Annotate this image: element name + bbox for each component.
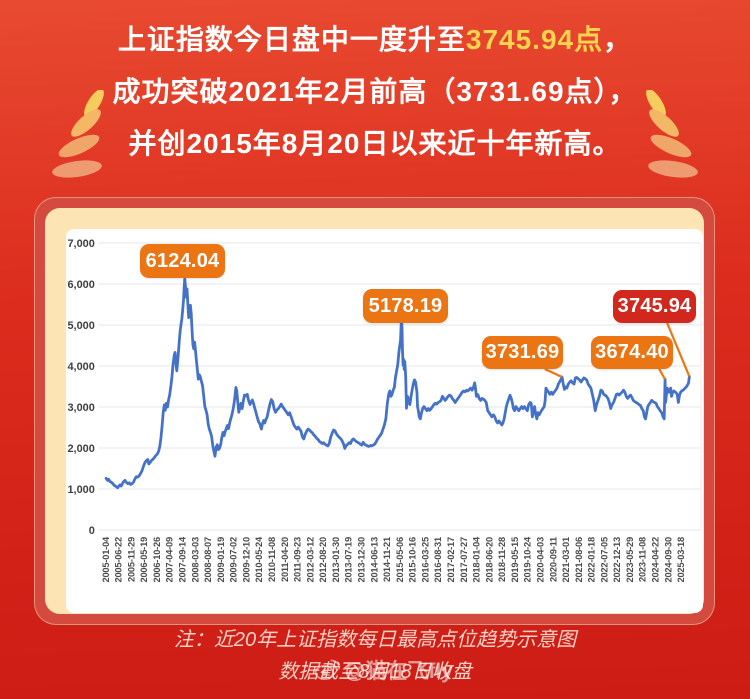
- x-tick-label: 2014-06-13: [369, 537, 379, 583]
- x-tick-label: 2022-07-05: [599, 537, 609, 583]
- x-tick-label: 2007-04-09: [165, 537, 175, 583]
- x-tick-label: 2020-09-11: [548, 537, 558, 582]
- y-tick-label: 4,000: [67, 361, 94, 373]
- x-tick-label: 2019-05-15: [510, 537, 520, 583]
- x-tick-label: 2025-03-18: [676, 537, 686, 583]
- index-trend-chart: 7,000 6,000 5,000 4,000 3,000 2,000 1,000 0 2005…: [66, 229, 703, 613]
- x-tick-label: 2013-07-19: [344, 537, 354, 583]
- headline-highlight-value: 3745.94点: [465, 24, 604, 55]
- x-tick-label: 2022-01-18: [587, 537, 597, 583]
- y-tick-label: 7,000: [67, 238, 94, 250]
- x-tick-label: 2010-05-24: [254, 536, 264, 583]
- chart-card: 7,000 6,000 5,000 4,000 3,000 2,000 1,000 0 2005…: [34, 197, 715, 625]
- x-tick-label: 2017-07-27: [459, 537, 469, 583]
- watermark-text: @猫在飞fly: [344, 660, 453, 683]
- x-tick-label: 2008-03-03: [190, 537, 200, 583]
- footnote-line1: 注：近20年上证指数每日最高点位趋势示意图: [173, 629, 577, 651]
- x-tick-label: 2005-06-22: [114, 537, 124, 583]
- annotation-callout: 5178.19: [363, 289, 448, 323]
- x-tick-label: 2007-09-14: [178, 536, 188, 583]
- watermark: @猫在飞fly: [314, 655, 453, 685]
- headline-line1: 上证指数今日盘中一度升至3745.94点，: [0, 14, 750, 66]
- chart-canvas: 7,000 6,000 5,000 4,000 3,000 2,000 1,000 0 2005…: [67, 238, 702, 583]
- x-tick-label: 2008-08-07: [203, 537, 213, 583]
- y-tick-label: 3,000: [67, 402, 94, 414]
- headline: 上证指数今日盘中一度升至3745.94点， 成功突破2021年2月前高（3731…: [0, 14, 750, 170]
- x-tick-label: 2023-11-08: [638, 537, 648, 582]
- y-tick-label: 1,000: [67, 484, 94, 496]
- x-tick-label: 2011-04-20: [280, 537, 290, 582]
- x-tick-label: 2012-08-20: [318, 537, 328, 583]
- x-tick-label: 2006-05-19: [139, 537, 149, 583]
- annotation-connector: [666, 322, 691, 377]
- x-tick-label: 2013-12-30: [357, 537, 367, 583]
- x-tick-label: 2022-12-13: [612, 537, 622, 583]
- x-tick-label: 2019-10-24: [523, 536, 533, 583]
- x-tick-label: 2016-08-31: [433, 537, 443, 583]
- x-tick-label: 2012-03-12: [305, 537, 315, 583]
- x-tick-label: 2009-01-19: [216, 537, 226, 583]
- y-tick-label: 2,000: [67, 443, 94, 455]
- x-tick-label: 2023-05-29: [625, 537, 635, 583]
- index-line-series: [104, 277, 691, 490]
- headline-line1-suffix: ，: [603, 24, 633, 55]
- x-tick-label: 2005-01-04: [101, 536, 111, 583]
- x-tick-label: 2016-03-25: [420, 537, 430, 583]
- x-tick-label: 2021-03-01: [561, 537, 571, 583]
- y-tick-label: 5,000: [67, 320, 94, 332]
- annotation-callout: 3674.40: [591, 336, 673, 369]
- y-tick-label: 0: [89, 525, 95, 537]
- headline-line3: 并创2015年8月20日以来近十年新高。: [128, 128, 622, 159]
- laurel-left-icon: [52, 90, 104, 178]
- x-tick-label: 2006-10-26: [152, 537, 162, 583]
- laurel-right-icon: [646, 90, 698, 178]
- x-tick-label: 2005-11-29: [126, 537, 136, 582]
- headline-line1-prefix: 上证指数今日盘中一度升至: [117, 24, 466, 55]
- headline-line2: 成功突破2021年2月前高（3731.69点），: [112, 76, 638, 107]
- x-tick-label: 2015-10-16: [408, 537, 418, 583]
- x-tick-label: 2018-06-20: [484, 537, 494, 583]
- x-tick-label: 2024-04-22: [651, 537, 661, 583]
- y-tick-label: 6,000: [67, 279, 94, 291]
- annotation-callout: 3731.69: [482, 336, 563, 369]
- x-tick-label: 2017-02-17: [446, 537, 456, 583]
- weibo-icon: [314, 659, 340, 680]
- annotation-connector: [658, 368, 667, 380]
- x-tick-label: 2010-11-08: [267, 537, 277, 582]
- chart-panel-frame: 7,000 6,000 5,000 4,000 3,000 2,000 1,000 0 2005…: [45, 208, 704, 614]
- x-tick-label: 2021-08-06: [574, 537, 584, 583]
- x-tick-label: 2018-11-28: [497, 537, 507, 582]
- annotation-connector: [544, 368, 563, 378]
- x-tick-label: 2015-05-06: [395, 537, 405, 583]
- annotation-callout: 6124.04: [140, 244, 225, 278]
- annotation-callout: 3745.94: [613, 290, 696, 323]
- x-tick-label: 2009-07-02: [229, 537, 239, 583]
- x-tick-label: 2024-09-30: [663, 537, 673, 583]
- x-tick-label: 2020-04-03: [536, 537, 546, 583]
- x-tick-label: 2009-12-10: [241, 537, 251, 583]
- x-tick-label: 2011-09-23: [293, 537, 303, 582]
- x-tick-label: 2013-01-30: [331, 537, 341, 583]
- x-tick-label: 2014-11-21: [382, 537, 392, 582]
- x-tick-label: 2018-01-04: [472, 536, 482, 583]
